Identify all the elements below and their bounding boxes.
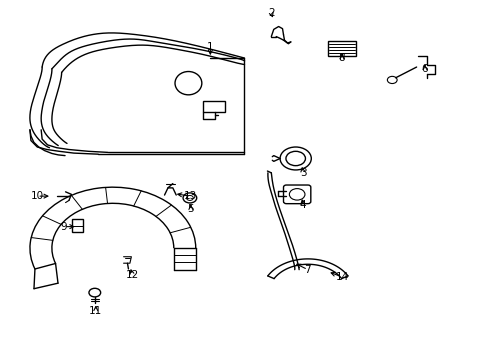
Text: 4: 4 (299, 200, 305, 210)
Bar (72, 220, 83, 232)
Text: 7: 7 (304, 265, 310, 275)
Text: 5: 5 (187, 204, 194, 214)
Text: 8: 8 (338, 53, 345, 63)
Text: 13: 13 (184, 191, 197, 201)
Text: 2: 2 (267, 8, 274, 18)
FancyBboxPatch shape (283, 185, 310, 204)
Text: 10: 10 (31, 191, 44, 201)
Text: 1: 1 (206, 42, 213, 52)
Bar (327, 41, 355, 56)
Text: 9: 9 (61, 222, 67, 231)
Text: 11: 11 (89, 306, 102, 316)
Text: 12: 12 (125, 270, 139, 280)
Text: 3: 3 (299, 168, 305, 178)
Bar (203, 101, 224, 112)
Circle shape (280, 147, 311, 170)
Text: 14: 14 (335, 272, 348, 282)
Text: 6: 6 (421, 64, 427, 74)
